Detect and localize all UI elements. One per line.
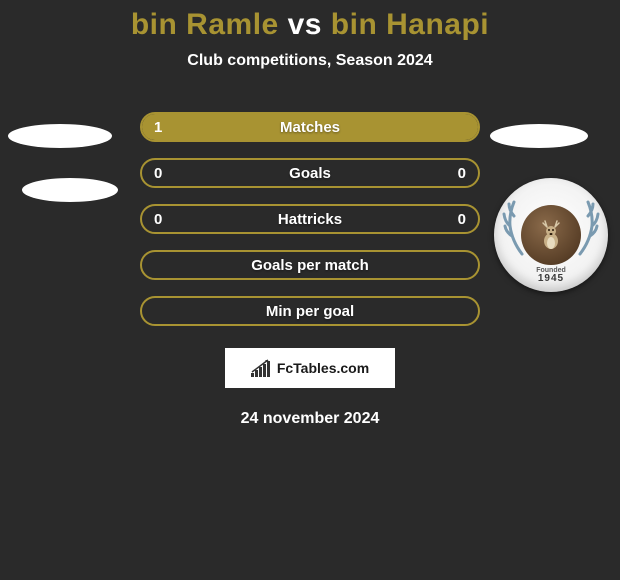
player2-name: bin Hanapi [331, 8, 489, 41]
stat-bars: 1 Matches 0 Goals 0 0 Hattricks 0 Goals per matc… [140, 112, 480, 326]
placeholder-ellipse [490, 124, 588, 148]
club-badge: Founded 1945 [494, 178, 608, 292]
fctables-text: FcTables.com [277, 360, 369, 376]
subtitle: Club competitions, Season 2024 [187, 52, 432, 70]
signal-icon [251, 359, 273, 377]
bar-left-value: 0 [154, 165, 162, 182]
player1-name: bin Ramle [131, 8, 279, 41]
bar-right-value: 0 [458, 165, 466, 182]
fctables-attribution: FcTables.com [225, 348, 395, 388]
badge-inner-circle [521, 205, 581, 265]
bar-left-value: 1 [154, 119, 162, 136]
bar-label: Matches [280, 119, 340, 136]
placeholder-ellipse [22, 178, 118, 202]
stat-bar: 0 Goals 0 [140, 158, 480, 188]
bar-label: Min per goal [266, 303, 354, 320]
bar-right-value: 0 [458, 211, 466, 228]
bar-label: Goals per match [251, 257, 369, 274]
date-text: 24 november 2024 [241, 410, 380, 428]
bar-label: Hattricks [278, 211, 342, 228]
page-title: bin Ramle vs bin Hanapi [131, 8, 489, 42]
stat-bar: 0 Hattricks 0 [140, 204, 480, 234]
badge-year: 1945 [494, 273, 608, 284]
deer-icon [537, 219, 565, 251]
vs-text: vs [288, 8, 322, 41]
placeholder-ellipse [8, 124, 112, 148]
stat-bar: Min per goal [140, 296, 480, 326]
bar-left-value: 0 [154, 211, 162, 228]
bar-label: Goals [289, 165, 331, 182]
stat-bar: 1 Matches [140, 112, 480, 142]
stat-bar: Goals per match [140, 250, 480, 280]
